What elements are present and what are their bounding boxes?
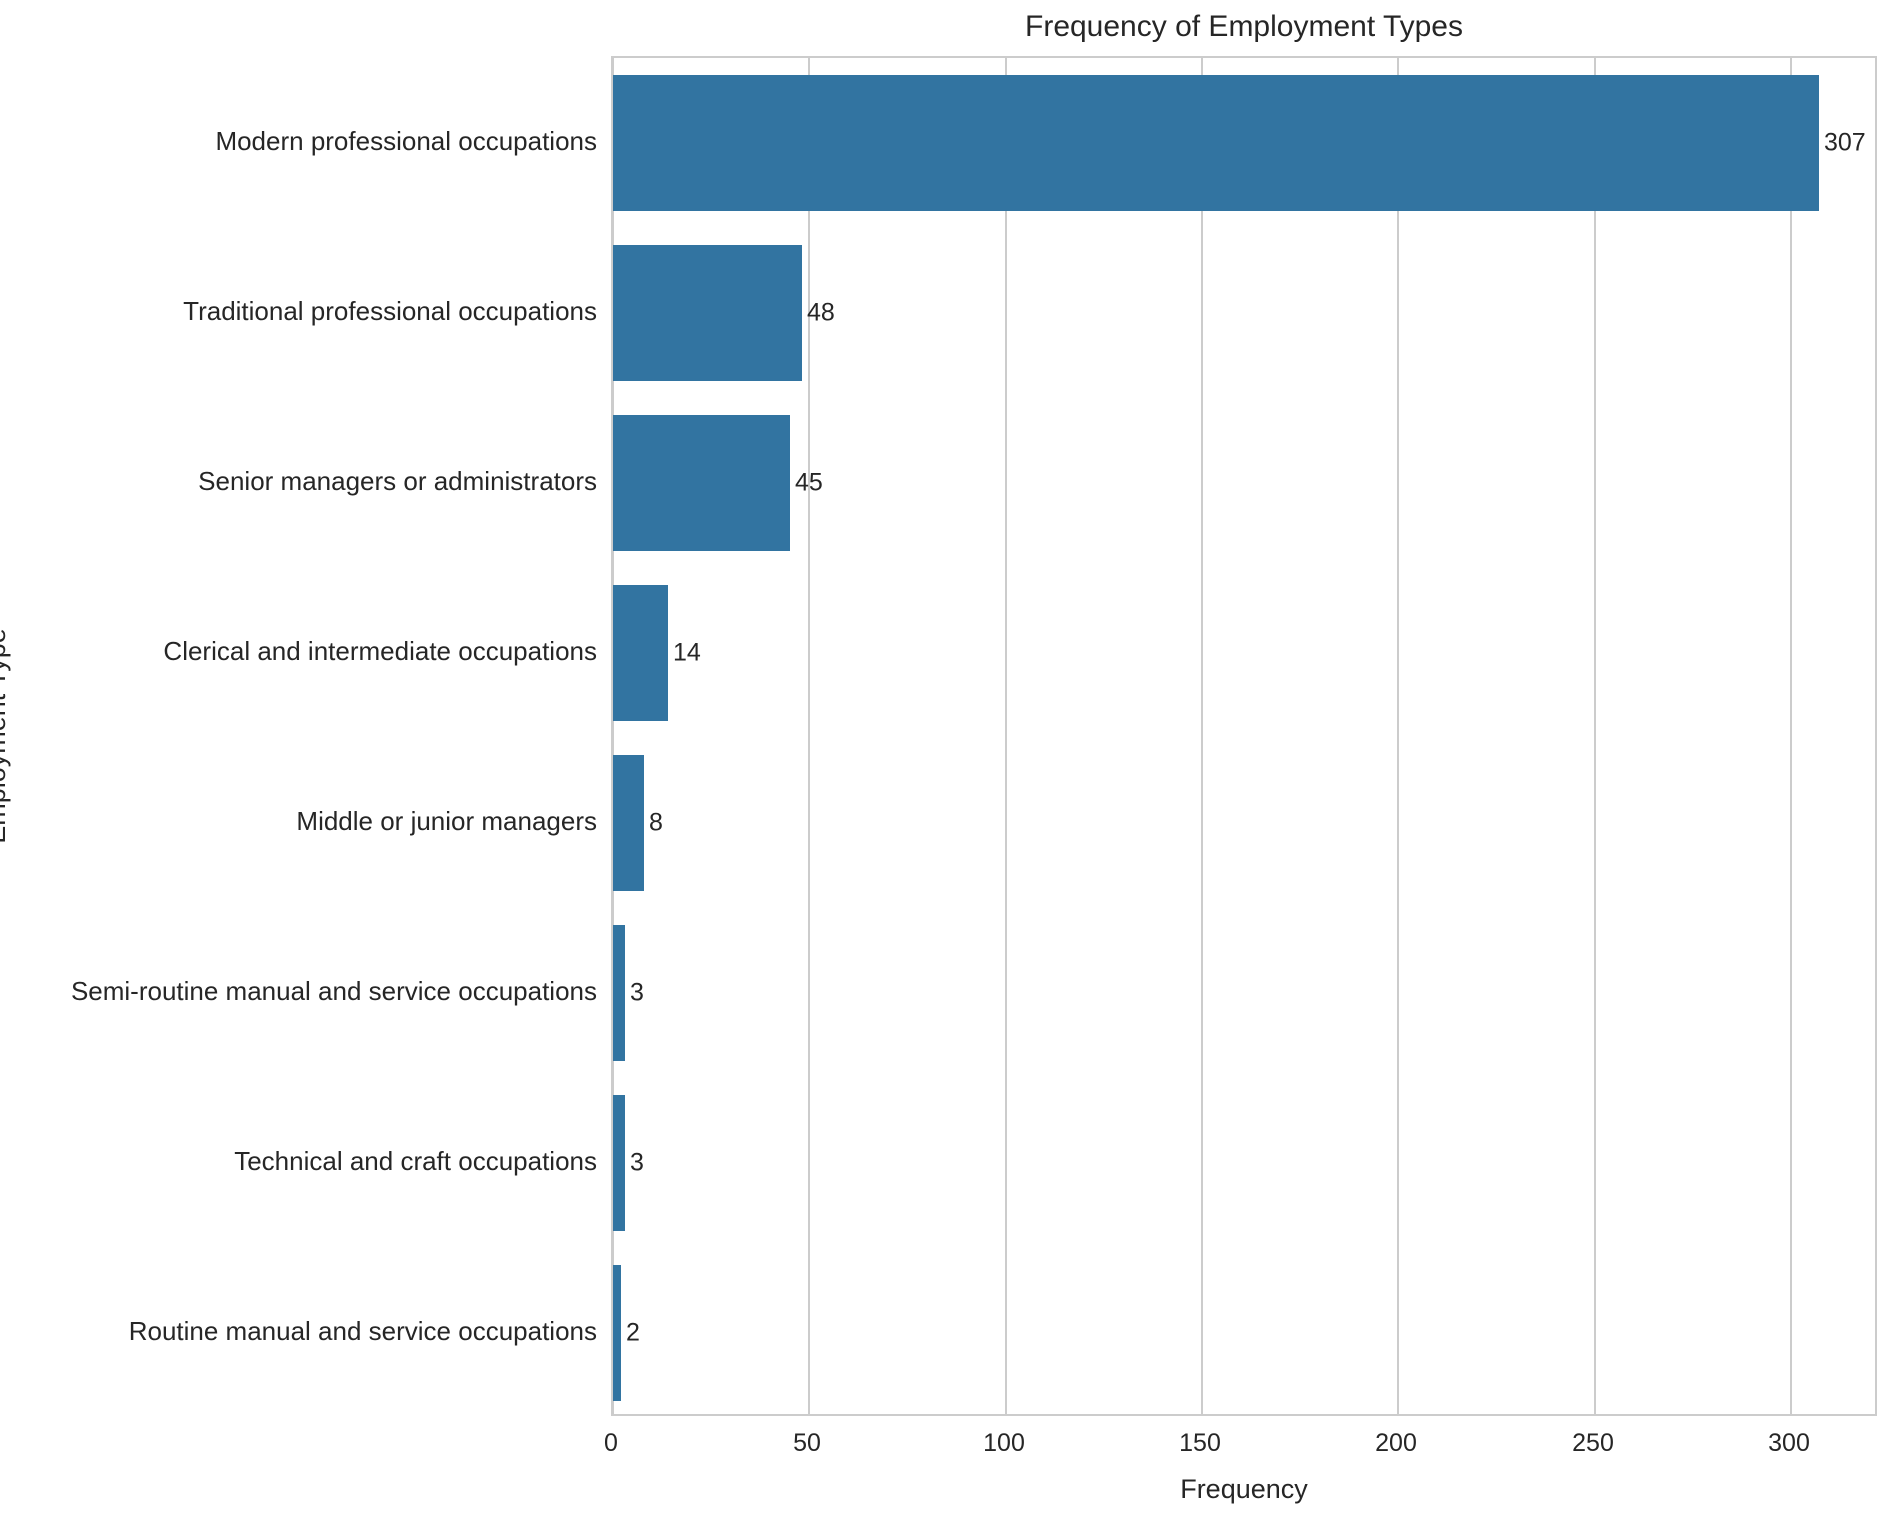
x-tick-label: 250 — [1572, 1429, 1614, 1457]
category-label: Middle or junior managers — [296, 806, 597, 836]
bar-value-label: 48 — [807, 298, 835, 327]
x-tick-label: 200 — [1375, 1429, 1417, 1457]
x-tick-label: 0 — [604, 1429, 618, 1457]
bar — [613, 585, 668, 721]
gridline — [1594, 58, 1596, 1414]
bar — [613, 75, 1819, 211]
plot-area: 307 48 45 14 8 3 3 2 — [611, 56, 1877, 1416]
bar — [613, 415, 790, 551]
gridline — [612, 58, 614, 1414]
x-tick-label: 100 — [983, 1429, 1025, 1457]
category-label: Modern professional occupations — [215, 126, 597, 156]
x-tick-label: 50 — [793, 1429, 821, 1457]
chart-title: Frequency of Employment Types — [1025, 10, 1463, 43]
category-label: Routine manual and service occupations — [128, 1316, 597, 1346]
gridline — [1201, 58, 1203, 1414]
bar-value-label: 307 — [1824, 128, 1866, 157]
x-tick-label: 150 — [1179, 1429, 1221, 1457]
bar-value-label: 45 — [795, 468, 823, 497]
gridline — [1005, 58, 1007, 1414]
category-label: Semi-routine manual and service occupati… — [70, 976, 597, 1006]
bar — [613, 245, 802, 381]
bar — [613, 755, 644, 891]
category-label: Technical and craft occupations — [234, 1146, 597, 1176]
bar — [613, 1095, 625, 1231]
category-label: Clerical and intermediate occupations — [163, 636, 597, 666]
bar-value-label: 2 — [626, 1318, 640, 1347]
bar-value-label: 3 — [630, 1148, 644, 1177]
x-axis-title: Frequency — [1180, 1474, 1308, 1504]
y-axis-title: Employment Type — [0, 628, 11, 844]
category-label: Senior managers or administrators — [198, 466, 597, 496]
bar-value-label: 14 — [673, 638, 701, 667]
bar — [613, 1265, 621, 1401]
gridline — [1397, 58, 1399, 1414]
bar-value-label: 8 — [649, 808, 663, 837]
gridline — [808, 58, 810, 1414]
gridline — [1790, 58, 1792, 1414]
category-label: Traditional professional occupations — [183, 296, 597, 326]
bar — [613, 925, 625, 1061]
x-tick-label: 300 — [1768, 1429, 1810, 1457]
bar-value-label: 3 — [630, 978, 644, 1007]
